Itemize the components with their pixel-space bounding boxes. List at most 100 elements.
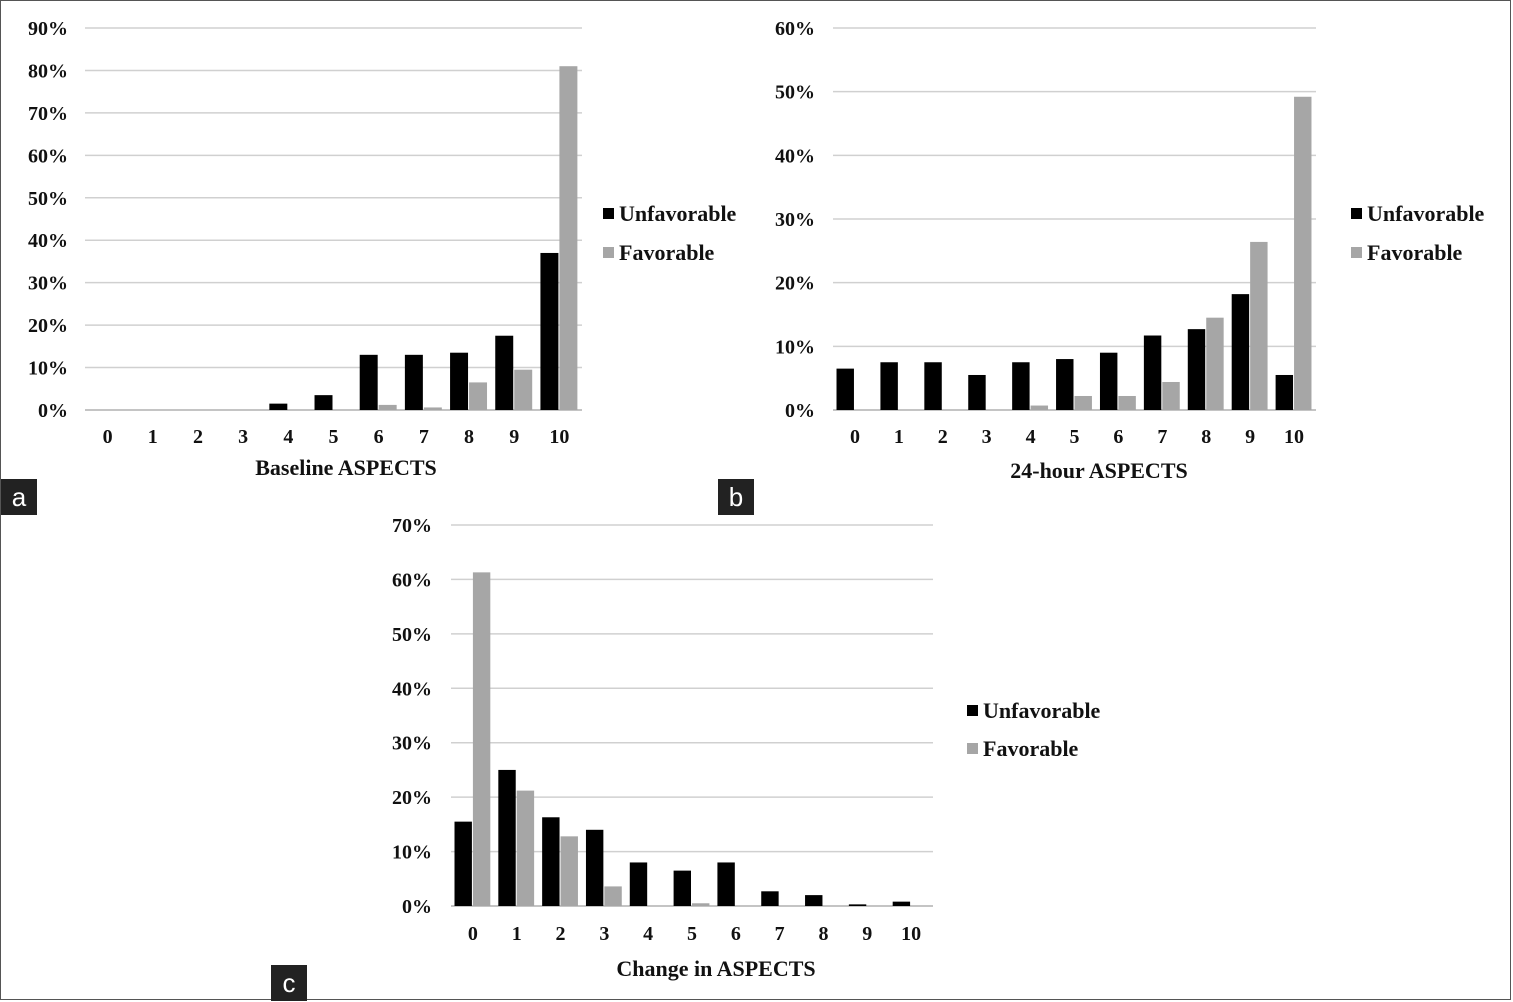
x-axis-label: Change in ASPECTS (616, 956, 815, 981)
panel-tag-label: b (729, 482, 743, 512)
legend-label-unfavorable: Unfavorable (983, 698, 1101, 723)
y-tick-label: 20% (392, 787, 432, 809)
bar-unfavorable-9 (848, 904, 867, 906)
bar-unfavorable-3 (585, 829, 604, 906)
bar-favorable-9 (1250, 241, 1268, 410)
y-tick-label: 60% (775, 18, 815, 40)
y-tick-label: 0% (38, 400, 68, 422)
y-tick-label: 30% (28, 273, 68, 295)
bar-favorable-6 (1118, 395, 1136, 410)
y-tick-label: 50% (775, 82, 815, 104)
y-tick-label: 20% (775, 273, 815, 295)
y-tick-label: 0% (785, 400, 815, 422)
legend-swatch-favorable (1351, 247, 1362, 258)
bar-unfavorable-2 (542, 817, 560, 906)
y-tick-label: 10% (28, 358, 68, 380)
legend-label-favorable: Favorable (1367, 240, 1463, 265)
y-tick-label: 30% (775, 209, 815, 231)
bar-favorable-6 (378, 404, 397, 410)
x-tick-label: 0 (468, 923, 478, 945)
y-tick-label: 40% (392, 678, 432, 700)
bar-unfavorable-8 (1187, 329, 1206, 410)
bar-favorable-4 (1030, 405, 1049, 410)
x-tick-label: 7 (419, 426, 429, 448)
bar-unfavorable-6 (717, 862, 735, 906)
legend-label-unfavorable: Unfavorable (619, 201, 737, 226)
y-tick-label: 80% (28, 60, 68, 82)
x-tick-label: 10 (1284, 426, 1304, 448)
bar-favorable-1 (516, 790, 535, 906)
bar-favorable-3 (604, 886, 622, 906)
x-tick-label: 8 (818, 923, 828, 945)
legend-swatch-unfavorable (603, 208, 614, 219)
x-axis-label: Baseline ASPECTS (255, 455, 437, 480)
x-tick-label: 2 (938, 426, 948, 448)
legend-label-unfavorable: Unfavorable (1367, 201, 1485, 226)
x-tick-label: 7 (1157, 426, 1167, 448)
x-tick-label: 7 (775, 923, 785, 945)
x-axis-label: 24-hour ASPECTS (1010, 458, 1187, 483)
x-tick-label: 1 (148, 426, 158, 448)
bar-unfavorable-1 (880, 362, 898, 410)
bar-unfavorable-5 (1056, 359, 1074, 410)
bar-favorable-5 (692, 903, 710, 906)
x-tick-label: 10 (549, 426, 569, 448)
bar-unfavorable-8 (805, 895, 823, 906)
bar-favorable-10 (1294, 96, 1312, 410)
y-tick-label: 30% (392, 733, 432, 755)
x-tick-label: 6 (731, 923, 741, 945)
bar-unfavorable-2 (924, 362, 942, 410)
bar-favorable-7 (1162, 381, 1180, 410)
x-tick-label: 3 (599, 923, 609, 945)
bar-unfavorable-5 (673, 870, 691, 906)
y-tick-label: 70% (28, 103, 68, 125)
bar-unfavorable-10 (892, 901, 911, 906)
x-tick-label: 6 (374, 426, 384, 448)
bar-favorable-0 (472, 572, 491, 906)
panel-tag (271, 965, 307, 1001)
bar-unfavorable-9 (1231, 294, 1250, 410)
x-tick-label: 5 (687, 923, 697, 945)
x-tick-label: 9 (862, 923, 872, 945)
legend-swatch-favorable (603, 247, 614, 258)
x-tick-label: 2 (193, 426, 203, 448)
bar-unfavorable-1 (498, 769, 516, 906)
legend-label-favorable: Favorable (983, 736, 1079, 761)
y-tick-label: 50% (28, 188, 68, 210)
bar-unfavorable-4 (269, 403, 288, 410)
bar-unfavorable-4 (629, 862, 648, 906)
y-tick-label: 0% (402, 896, 432, 918)
y-tick-label: 40% (775, 145, 815, 167)
bar-favorable-7 (423, 407, 442, 410)
bar-unfavorable-0 (836, 368, 854, 410)
chart-panel-a: 0% 10% 20% 30% 40% 50% 60% 70% 80% 90% 0 1 2 3 4 5 6 7 8 9 1… (1, 18, 737, 515)
panel-tag (1, 479, 37, 515)
bar-unfavorable-10 (1275, 374, 1294, 410)
bar-favorable-2 (560, 836, 578, 906)
legend-label-favorable: Favorable (619, 240, 715, 265)
x-tick-label: 1 (894, 426, 904, 448)
x-tick-label: 0 (103, 426, 113, 448)
chart-panel-c: 0% 10% 20% 30% 40% 50% 60% 70% 0 1 2 3 4 5 6 7 8 9 10 Chang… (271, 515, 1101, 1001)
panel-tag-label: a (12, 482, 27, 512)
x-tick-label: 4 (643, 923, 653, 945)
bar-unfavorable-7 (1143, 335, 1162, 410)
x-tick-label: 0 (850, 426, 860, 448)
chart-panel-b: 0% 10% 20% 30% 40% 50% 60% 0 1 2 3 4 5 6 7 8 9 10 24-hour … (718, 18, 1485, 515)
x-tick-label: 9 (1245, 426, 1255, 448)
x-tick-label: 5 (329, 426, 339, 448)
x-tick-label: 8 (1201, 426, 1211, 448)
y-tick-label: 20% (28, 315, 68, 337)
x-tick-label: 9 (509, 426, 519, 448)
bar-favorable-8 (1206, 317, 1224, 410)
bar-unfavorable-0 (454, 821, 472, 906)
x-tick-label: 8 (464, 426, 474, 448)
x-tick-label: 2 (556, 923, 566, 945)
bar-unfavorable-7 (761, 891, 779, 906)
bar-unfavorable-3 (968, 374, 986, 410)
bar-unfavorable-4 (1012, 362, 1030, 410)
bar-unfavorable-5 (314, 395, 333, 410)
y-tick-label: 60% (392, 569, 432, 591)
